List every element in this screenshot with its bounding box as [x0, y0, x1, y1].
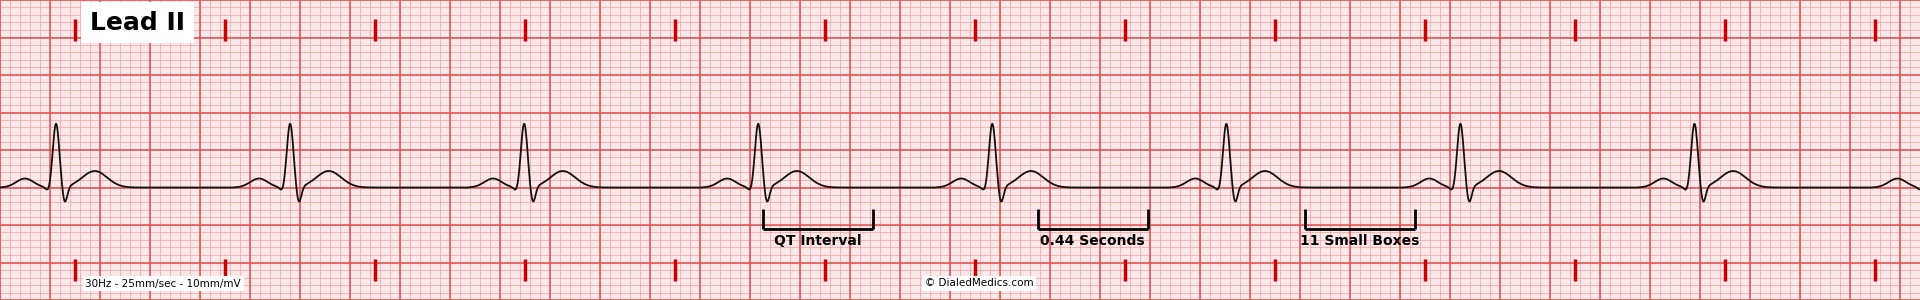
Text: Lead II: Lead II — [90, 11, 184, 34]
Text: 0.44 Seconds: 0.44 Seconds — [1041, 234, 1144, 248]
Text: © DialedMedics.com: © DialedMedics.com — [925, 278, 1033, 289]
Text: QT Interval: QT Interval — [774, 234, 862, 248]
Text: 11 Small Boxes: 11 Small Boxes — [1300, 234, 1419, 248]
Text: 30Hz - 25mm/sec - 10mm/mV: 30Hz - 25mm/sec - 10mm/mV — [84, 278, 242, 289]
